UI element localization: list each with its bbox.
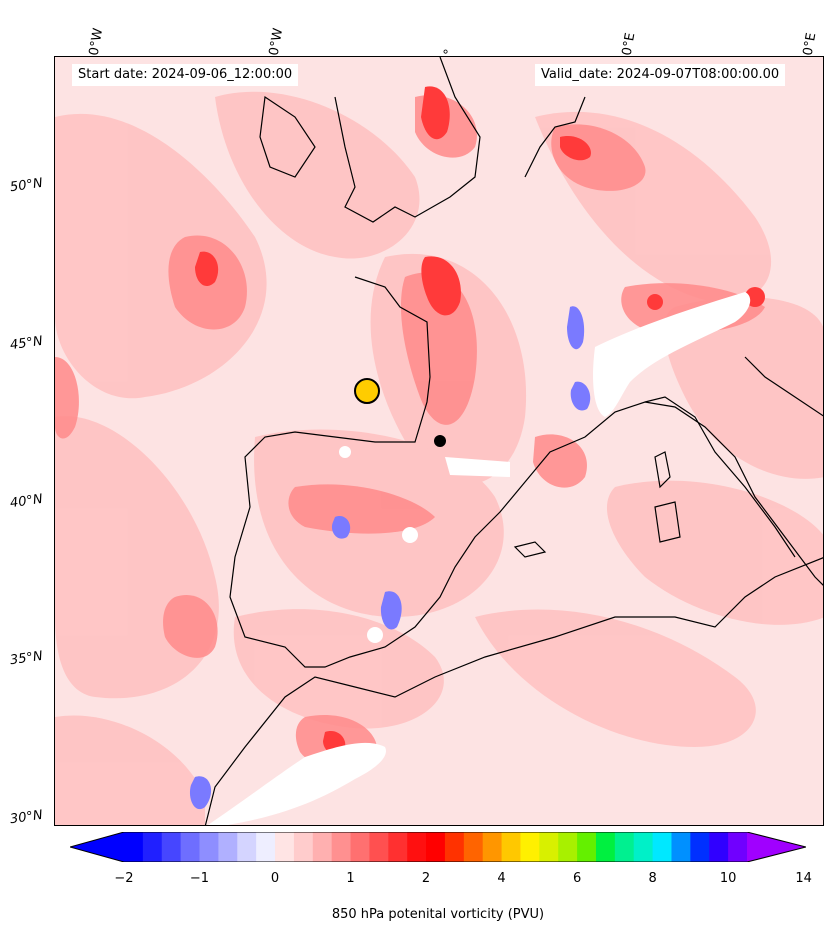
map-panel	[54, 56, 824, 826]
colorbar-segment	[520, 832, 540, 862]
pv-field-map	[55, 57, 823, 825]
colorbar-segment	[652, 832, 672, 862]
colorbar-extend-low	[70, 832, 124, 862]
colorbar	[70, 832, 806, 862]
colorbar-segment	[558, 832, 578, 862]
colorbar-segment	[426, 832, 446, 862]
pv-negative-patches	[189, 306, 591, 810]
colorbar-segment	[595, 832, 616, 862]
colorbar-tick-label: 2	[421, 871, 431, 886]
lat-label-45n: 45°N	[9, 333, 44, 354]
colorbar-segment	[350, 832, 370, 862]
colorbar-segment	[237, 832, 257, 862]
colorbar-label: 850 hPa potenital vorticity (PVU)	[331, 907, 545, 922]
colorbar-segment	[256, 832, 276, 862]
colorbar-tick-label: 6	[572, 871, 582, 886]
colorbar-segment	[614, 832, 635, 862]
colorbar-segment	[312, 832, 333, 862]
cyclone-center	[354, 378, 446, 447]
colorbar-segment	[728, 832, 748, 862]
colorbar-segment	[275, 832, 295, 862]
colorbar-tick-label: 0	[270, 871, 280, 886]
colorbar-segment	[369, 832, 389, 862]
colorbar-segment	[463, 832, 484, 862]
colorbar-tick-label: 8	[648, 871, 657, 886]
colorbar-segment	[407, 832, 427, 862]
colorbar-segment	[293, 832, 314, 862]
lat-label-40n: 40°N	[9, 491, 44, 512]
lat-label-30n: 30°N	[9, 807, 44, 828]
colorbar-extend-high	[747, 832, 806, 862]
terrain-mask	[207, 292, 751, 825]
colorbar-segment	[218, 832, 238, 862]
colorbar-tick-label: 14	[795, 871, 812, 886]
colorbar-segment	[142, 832, 163, 862]
colorbar-segment	[577, 832, 597, 862]
start-date-label: Start date: 2024-09-06_12:00:00	[72, 64, 299, 86]
pv-light-band	[55, 91, 823, 825]
lat-label-50n: 50°N	[9, 175, 44, 196]
colorbar-segment	[633, 832, 654, 862]
colorbar-segment	[199, 832, 219, 862]
colorbar-segment	[690, 832, 710, 862]
colorbar-tick-label: −1	[189, 871, 210, 886]
colorbar-segment	[331, 832, 352, 862]
colorbar-segment	[388, 832, 408, 862]
coastlines	[204, 57, 823, 825]
colorbar-segment	[482, 832, 503, 862]
colorbar-segment	[501, 832, 521, 862]
colorbar-segment	[180, 832, 201, 862]
colorbar-segment	[539, 832, 559, 862]
colorbar-segment	[444, 832, 465, 862]
colorbar-segment	[161, 832, 182, 862]
valid-date-label: Valid_date: 2024-09-07T08:00:00.00	[535, 64, 786, 86]
colorbar-segment	[671, 832, 691, 862]
colorbar-tick-label: 1	[346, 871, 355, 886]
colorbar-segment	[124, 832, 144, 862]
lat-label-35n: 35°N	[9, 648, 44, 669]
colorbar-segment	[709, 832, 729, 862]
colorbar-tick-label: 10	[719, 871, 737, 886]
colorbar-tick-label: 4	[497, 871, 506, 886]
colorbar-tick-label: −2	[114, 871, 134, 886]
